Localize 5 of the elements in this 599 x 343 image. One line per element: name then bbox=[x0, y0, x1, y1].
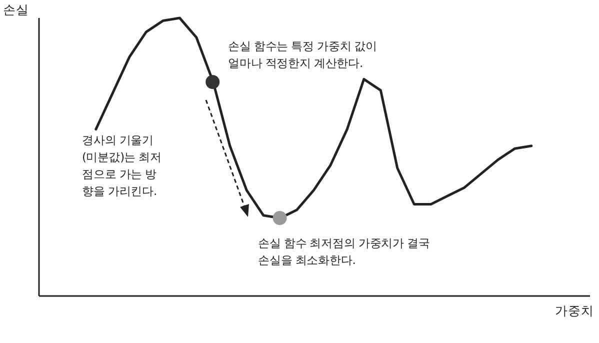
annotation: 경사의 기울기 (미분값)는 최저 점으로 가는 방 향을 가리킨다. bbox=[82, 132, 162, 200]
y-axis-title: 손실 bbox=[3, 2, 29, 19]
x-axis-title: 가중치 bbox=[555, 303, 594, 320]
annotation: 손실 함수 최저점의 가중치가 결국 손실을 최소화한다. bbox=[258, 235, 430, 269]
annotation: 손실 함수는 특정 가중치 값이 얼마나 적정한지 계산한다. bbox=[228, 38, 378, 72]
